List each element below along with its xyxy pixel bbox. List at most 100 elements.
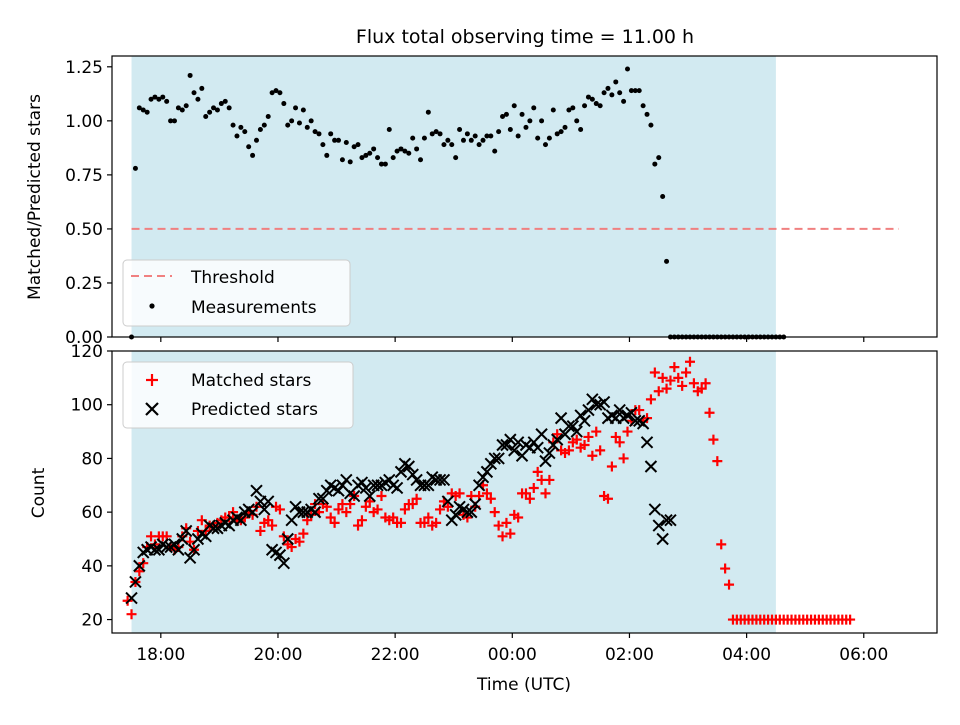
predicted-star-marker xyxy=(547,438,560,452)
matched-star-marker xyxy=(606,461,617,472)
measurement-point xyxy=(593,101,599,107)
predicted-star-marker xyxy=(660,513,673,527)
measurement-points xyxy=(129,66,787,340)
matched-star-marker xyxy=(645,394,656,405)
top-axes-frame xyxy=(111,55,938,338)
matched-star-marker xyxy=(708,434,719,445)
measurement-point xyxy=(476,142,482,148)
matched-star-marker xyxy=(591,426,602,437)
measurement-point xyxy=(644,111,650,117)
predicted-star-marker xyxy=(234,513,248,527)
predicted-star-marker xyxy=(152,543,166,556)
predicted-star-marker xyxy=(476,471,490,484)
predicted-star-marker xyxy=(433,473,447,487)
measurement-point xyxy=(523,124,529,130)
matched-star-marker xyxy=(360,501,371,512)
measurement-point xyxy=(601,90,607,96)
predicted-star-marker xyxy=(468,497,482,511)
measurement-point xyxy=(269,90,275,96)
measurement-point xyxy=(367,150,373,156)
matched-star-marker xyxy=(485,493,496,504)
predicted-star-marker xyxy=(480,465,494,479)
measurement-point xyxy=(132,165,138,171)
predicted-star-marker xyxy=(289,500,302,513)
matched-star-marker xyxy=(528,482,539,493)
predicted-star-marker xyxy=(148,543,162,556)
matched-star-marker xyxy=(333,504,344,515)
predicted-star-marker xyxy=(355,476,369,489)
measurement-point xyxy=(144,109,150,115)
measurement-point xyxy=(238,124,244,130)
measurement-point xyxy=(281,101,287,107)
measurement-point xyxy=(148,96,154,102)
measurement-point xyxy=(488,133,494,139)
bottom-y-ticks: 20 40 60 80 100 120 xyxy=(71,342,112,631)
measurement-point xyxy=(293,105,299,111)
legend-predicted-swatch xyxy=(145,402,159,416)
predicted-star-marker xyxy=(535,428,548,441)
predicted-star-marker xyxy=(273,548,287,562)
predicted-star-marker xyxy=(179,524,193,538)
measurement-point xyxy=(503,111,509,117)
matched-star-marker xyxy=(513,512,524,523)
measurement-point xyxy=(554,131,560,137)
matched-star-marker xyxy=(501,517,512,528)
predicted-star-marker xyxy=(582,403,595,417)
top-y-ticks: 0.00 0.25 0.50 0.75 1.00 1.25 xyxy=(65,58,112,348)
matched-star-marker xyxy=(134,566,145,577)
measurement-point xyxy=(363,152,369,158)
matched-star-marker xyxy=(665,375,676,386)
predicted-star-marker xyxy=(500,438,513,452)
legend-matched-label: Matched stars xyxy=(191,371,311,391)
predicted-star-marker xyxy=(570,425,583,438)
measurement-point xyxy=(437,131,443,137)
predicted-star-marker xyxy=(332,484,345,497)
measurement-point xyxy=(222,98,228,104)
matched-star-marker xyxy=(431,517,442,528)
measurement-point xyxy=(472,133,478,139)
matched-star-marker xyxy=(661,383,672,394)
measurement-point xyxy=(257,126,263,132)
measurement-point xyxy=(492,148,498,154)
matched-star-marker xyxy=(520,488,531,499)
measurement-point xyxy=(218,101,224,107)
predicted-star-marker xyxy=(484,457,498,471)
measurement-point xyxy=(378,161,384,167)
matched-star-marker xyxy=(435,504,446,515)
matched-star-marker xyxy=(497,531,508,542)
measurement-point xyxy=(546,135,552,141)
measurement-point xyxy=(418,157,424,163)
matched-star-marker xyxy=(481,488,492,499)
predicted-star-marker xyxy=(422,479,435,492)
predicted-star-marker xyxy=(636,417,650,430)
matched-star-marker xyxy=(653,386,664,397)
measurement-point xyxy=(308,118,314,124)
measurement-point xyxy=(242,129,248,135)
measurement-point xyxy=(558,129,564,135)
matched-star-marker xyxy=(571,434,582,445)
legend-predicted-label: Predicted stars xyxy=(191,400,318,420)
measurement-point xyxy=(613,79,619,85)
measurement-point xyxy=(343,139,349,145)
y-tick-label: 0.75 xyxy=(65,166,103,186)
matched-star-marker xyxy=(610,431,621,442)
predicted-star-marker xyxy=(160,540,173,554)
measurement-point xyxy=(664,258,670,264)
predicted-star-marker xyxy=(183,551,197,565)
matched-star-marker xyxy=(364,496,375,507)
matched-star-marker xyxy=(614,437,625,448)
matched-star-marker xyxy=(493,520,504,531)
measurement-point xyxy=(179,107,185,113)
predicted-star-marker xyxy=(308,505,322,519)
legend-measurement-swatch xyxy=(149,303,155,309)
predicted-star-marker xyxy=(472,479,486,492)
y-tick-label: 1.00 xyxy=(65,112,103,132)
predicted-star-marker xyxy=(246,505,259,519)
measurement-point xyxy=(289,118,295,124)
matched-star-marker xyxy=(684,356,695,367)
predicted-star-marker xyxy=(644,460,658,473)
predicted-star-marker xyxy=(496,438,509,452)
matched-star-marker xyxy=(454,488,465,499)
measurement-point xyxy=(164,98,170,104)
bottom-legend: Matched stars Predicted stars xyxy=(122,361,354,429)
